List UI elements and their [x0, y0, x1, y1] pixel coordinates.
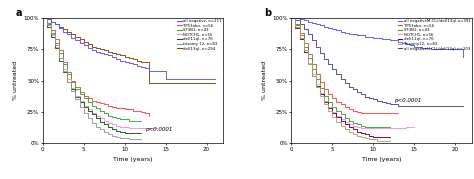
- Text: p<0.0001: p<0.0001: [145, 127, 173, 132]
- Legend: all negativeM-CLL/del(13q),n=391, TP53abn, n=56, SF3B1, n=43, NOTCH1, n=56, del(: all negativeM-CLL/del(13q),n=391, TP53ab…: [397, 19, 471, 51]
- Text: b: b: [264, 8, 272, 18]
- Y-axis label: % untreated: % untreated: [262, 61, 267, 100]
- Y-axis label: % untreated: % untreated: [13, 61, 18, 100]
- X-axis label: Time (years): Time (years): [362, 157, 401, 162]
- Text: a: a: [16, 8, 22, 18]
- Text: p<0.0001: p<0.0001: [394, 98, 421, 103]
- Legend: all negative, n=211, TP53abn, n=56, SF3B1, n=43, NOTCH1, n=55, del(11q), n=76, t: all negative, n=211, TP53abn, n=56, SF3B…: [177, 19, 222, 51]
- X-axis label: Time (years): Time (years): [113, 157, 153, 162]
